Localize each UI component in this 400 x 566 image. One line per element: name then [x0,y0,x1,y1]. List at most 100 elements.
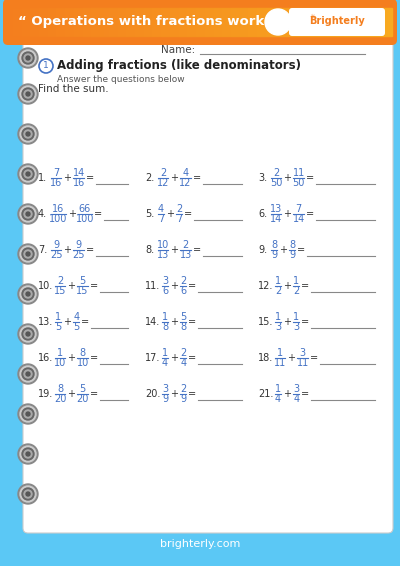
Bar [154,8,155,36]
Bar [196,8,197,36]
Bar [57,8,58,36]
Text: 13: 13 [180,251,192,260]
Bar [258,8,259,36]
Text: 4.: 4. [38,209,47,219]
Text: +: + [170,281,178,291]
Bar [300,8,301,36]
Circle shape [20,446,36,462]
Bar [205,8,206,36]
Bar [311,8,312,36]
Bar [181,8,182,36]
Bar [334,8,335,36]
Bar [228,8,229,36]
Bar [237,8,238,36]
Bar [282,8,283,36]
Bar [217,8,218,36]
Text: 1: 1 [293,311,299,321]
Bar [125,8,126,36]
Bar [309,8,310,36]
Bar [60,8,61,36]
Text: 9: 9 [180,395,186,405]
Bar [321,8,322,36]
Text: 2: 2 [293,286,300,297]
Circle shape [22,488,34,500]
Circle shape [22,208,34,220]
Text: 19.: 19. [38,389,53,399]
Bar [266,8,267,36]
Circle shape [18,284,38,304]
Text: 10: 10 [76,358,89,368]
Bar [103,8,104,36]
Bar [391,8,392,36]
Bar [115,8,116,36]
Bar [48,8,49,36]
Bar [319,8,320,36]
Bar [200,8,201,36]
Bar [14,8,15,36]
Text: 5.: 5. [145,209,154,219]
Bar [45,8,46,36]
Bar [306,8,307,36]
Bar [180,8,181,36]
Text: =: = [94,209,102,219]
Bar [62,8,63,36]
Bar [360,8,361,36]
Bar [363,8,364,36]
Bar [358,8,359,36]
Bar [97,8,98,36]
Bar [273,8,274,36]
Text: +: + [283,209,291,219]
Bar [31,8,32,36]
Bar [92,8,93,36]
Bar [268,8,269,36]
Bar [19,8,20,36]
Bar [382,8,383,36]
Text: 100: 100 [76,215,94,225]
Bar [290,8,291,36]
Bar [343,8,344,36]
Circle shape [20,50,36,66]
Bar [338,8,339,36]
Text: 4: 4 [158,204,164,213]
Bar [72,8,73,36]
Bar [30,8,31,36]
Bar [104,8,105,36]
Bar [245,8,246,36]
Bar [157,8,158,36]
Bar [256,8,257,36]
Bar [193,8,194,36]
Text: +: + [283,173,291,183]
Circle shape [18,48,38,68]
Text: =: = [301,389,310,399]
Bar [16,8,17,36]
Bar [152,8,153,36]
Bar [147,8,148,36]
Bar [293,8,294,36]
Circle shape [26,172,30,176]
Bar [331,8,332,36]
Text: =: = [90,389,98,399]
Bar [185,8,186,36]
Bar [242,8,243,36]
Bar [165,8,166,36]
Bar [41,8,42,36]
Bar [223,8,224,36]
Bar [109,8,110,36]
Text: 16: 16 [52,204,64,213]
Bar [107,8,108,36]
Bar [170,8,171,36]
Circle shape [26,452,30,456]
Bar [164,8,165,36]
Text: 1: 1 [55,311,61,321]
Text: =: = [188,317,196,327]
Circle shape [24,450,32,458]
Bar [198,8,199,36]
Bar [9,8,10,36]
Circle shape [22,448,34,460]
Bar [315,8,316,36]
Bar [276,8,277,36]
Bar [134,8,135,36]
Bar [21,8,22,36]
Bar [32,8,33,36]
Bar [277,8,278,36]
